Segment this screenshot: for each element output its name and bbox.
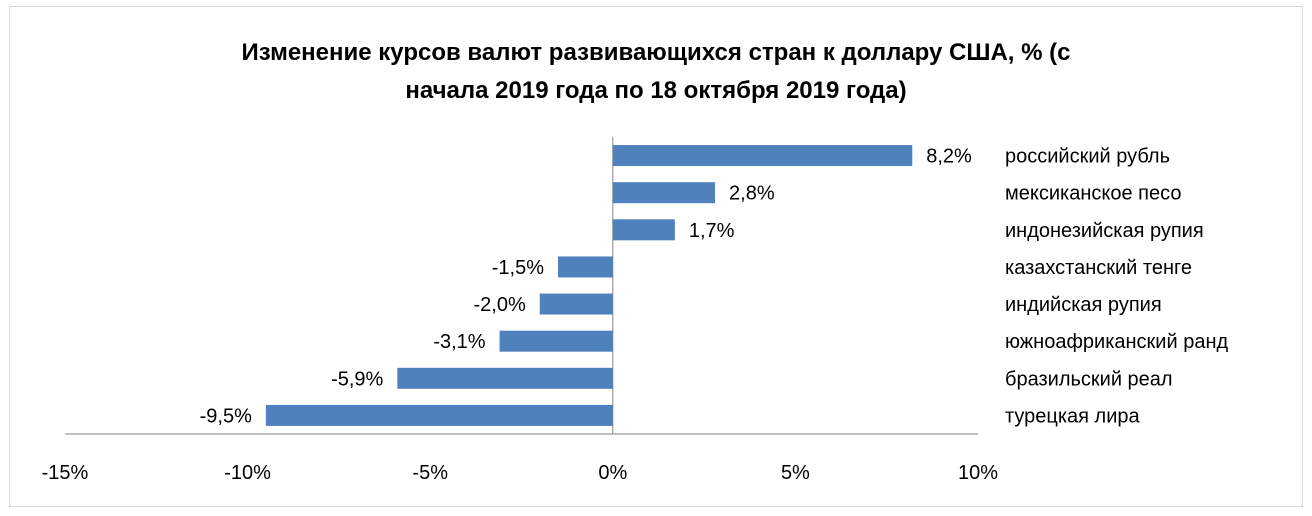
- bar: [397, 367, 613, 389]
- chart-title: Изменение курсов валют развивающихся стр…: [0, 34, 1312, 110]
- bar: [612, 145, 913, 167]
- category-label: индийская рупия: [1005, 294, 1162, 316]
- data-label: 8,2%: [926, 146, 972, 168]
- x-tick-label: -10%: [224, 462, 271, 484]
- category-label: турецкая лира: [1005, 405, 1141, 427]
- data-label: 2,8%: [729, 183, 775, 205]
- x-tick-label: -5%: [412, 462, 448, 484]
- data-label: -9,5%: [200, 405, 252, 427]
- category-label: российский рубль: [1005, 146, 1170, 168]
- category-label: индонезийская рупия: [1005, 220, 1204, 242]
- bar: [612, 182, 716, 204]
- category-label: южноафриканский ранд: [1005, 331, 1228, 353]
- chart-title-line-1: Изменение курсов валют развивающихся стр…: [241, 39, 1071, 66]
- bar: [265, 404, 613, 426]
- category-label: бразильский реал: [1005, 368, 1173, 390]
- category-label: казахстанский тенге: [1005, 257, 1192, 279]
- category-label: мексиканское песо: [1005, 183, 1181, 205]
- chart-title-line-2: начала 2019 года по 18 октября 2019 года…: [405, 77, 907, 104]
- data-label: -3,1%: [433, 331, 485, 353]
- data-label: -5,9%: [331, 368, 383, 390]
- x-tick-label: -15%: [42, 462, 89, 484]
- bar: [499, 330, 613, 352]
- data-label: 1,7%: [689, 220, 735, 242]
- data-label: -2,0%: [474, 294, 526, 316]
- bar: [612, 219, 675, 241]
- x-tick-label: 0%: [598, 462, 627, 484]
- x-tick-label: 10%: [958, 462, 998, 484]
- chart-frame: [9, 6, 1303, 507]
- bar: [539, 293, 613, 315]
- bar: [558, 256, 613, 278]
- x-tick-label: 5%: [781, 462, 810, 484]
- data-label: -1,5%: [492, 257, 544, 279]
